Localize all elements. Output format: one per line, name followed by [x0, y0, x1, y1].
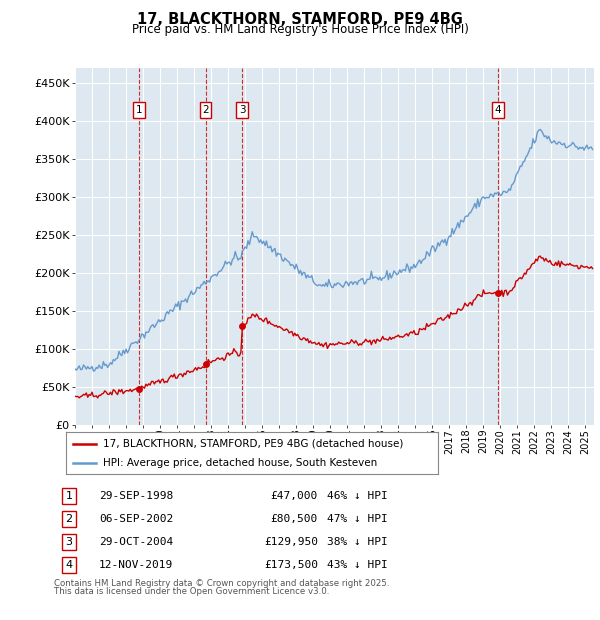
Text: 4: 4	[65, 560, 73, 570]
Text: 17, BLACKTHORN, STAMFORD, PE9 4BG (detached house): 17, BLACKTHORN, STAMFORD, PE9 4BG (detac…	[103, 438, 404, 448]
Text: 2: 2	[65, 514, 73, 524]
Text: 47% ↓ HPI: 47% ↓ HPI	[327, 514, 388, 524]
Text: 12-NOV-2019: 12-NOV-2019	[99, 560, 173, 570]
Text: 3: 3	[65, 537, 73, 547]
Text: £173,500: £173,500	[264, 560, 318, 570]
Text: This data is licensed under the Open Government Licence v3.0.: This data is licensed under the Open Gov…	[54, 587, 329, 596]
Text: HPI: Average price, detached house, South Kesteven: HPI: Average price, detached house, Sout…	[103, 458, 377, 468]
Text: 17, BLACKTHORN, STAMFORD, PE9 4BG: 17, BLACKTHORN, STAMFORD, PE9 4BG	[137, 12, 463, 27]
Text: 06-SEP-2002: 06-SEP-2002	[99, 514, 173, 524]
Text: 29-OCT-2004: 29-OCT-2004	[99, 537, 173, 547]
Text: Price paid vs. HM Land Registry's House Price Index (HPI): Price paid vs. HM Land Registry's House …	[131, 23, 469, 36]
Text: £47,000: £47,000	[271, 491, 318, 501]
Text: 1: 1	[136, 105, 142, 115]
Text: £129,950: £129,950	[264, 537, 318, 547]
Text: Contains HM Land Registry data © Crown copyright and database right 2025.: Contains HM Land Registry data © Crown c…	[54, 578, 389, 588]
Text: 1: 1	[65, 491, 73, 501]
Text: 4: 4	[495, 105, 502, 115]
Text: 38% ↓ HPI: 38% ↓ HPI	[327, 537, 388, 547]
Text: 43% ↓ HPI: 43% ↓ HPI	[327, 560, 388, 570]
Text: 46% ↓ HPI: 46% ↓ HPI	[327, 491, 388, 501]
Text: £80,500: £80,500	[271, 514, 318, 524]
Text: 3: 3	[239, 105, 245, 115]
Text: 2: 2	[202, 105, 209, 115]
Text: 29-SEP-1998: 29-SEP-1998	[99, 491, 173, 501]
